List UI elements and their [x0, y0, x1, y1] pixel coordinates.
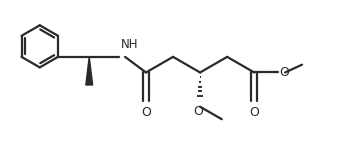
Polygon shape [86, 57, 93, 85]
Text: NH: NH [121, 38, 138, 51]
Text: O: O [141, 106, 151, 119]
Text: O: O [279, 66, 289, 79]
Text: O: O [249, 106, 259, 119]
Text: O: O [193, 105, 203, 118]
